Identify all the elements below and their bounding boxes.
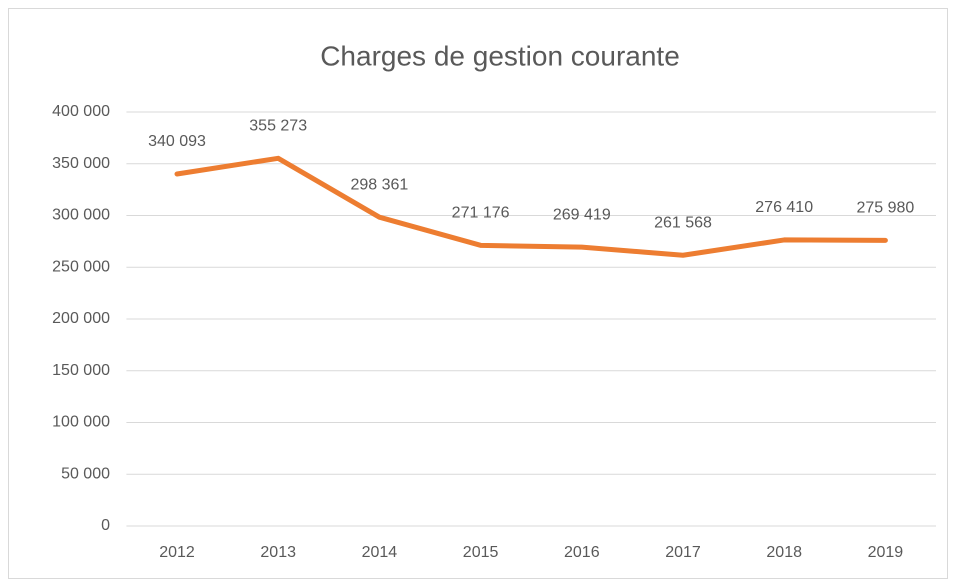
y-tick-label: 50 000 [61, 465, 110, 482]
chart-border [8, 8, 948, 579]
chart-title: Charges de gestion courante [320, 40, 680, 71]
data-label: 271 176 [452, 205, 510, 222]
x-tick-label: 2018 [766, 544, 802, 561]
x-tick-label: 2017 [665, 544, 701, 561]
y-tick-label: 250 000 [52, 258, 110, 275]
y-tick-label: 0 [101, 517, 110, 534]
data-label: 355 273 [249, 118, 307, 135]
data-label: 261 568 [654, 214, 712, 231]
y-tick-label: 100 000 [52, 414, 110, 431]
y-tick-label: 200 000 [52, 310, 110, 327]
y-tick-label: 150 000 [52, 362, 110, 379]
y-tick-label: 400 000 [52, 103, 110, 120]
x-tick-label: 2015 [463, 544, 499, 561]
data-line [174, 155, 888, 258]
x-tick-label: 2014 [362, 544, 398, 561]
y-tick-label: 300 000 [52, 207, 110, 224]
data-label: 298 361 [350, 176, 408, 193]
x-tick-label: 2012 [159, 544, 195, 561]
x-tick-label: 2019 [868, 544, 904, 561]
data-label: 269 419 [553, 206, 611, 223]
x-tick-label: 2016 [564, 544, 600, 561]
data-label: 276 410 [755, 199, 813, 216]
x-tick-label: 2013 [260, 544, 296, 561]
y-tick-label: 350 000 [52, 155, 110, 172]
data-label: 275 980 [856, 200, 914, 217]
data-label: 340 093 [148, 133, 206, 150]
